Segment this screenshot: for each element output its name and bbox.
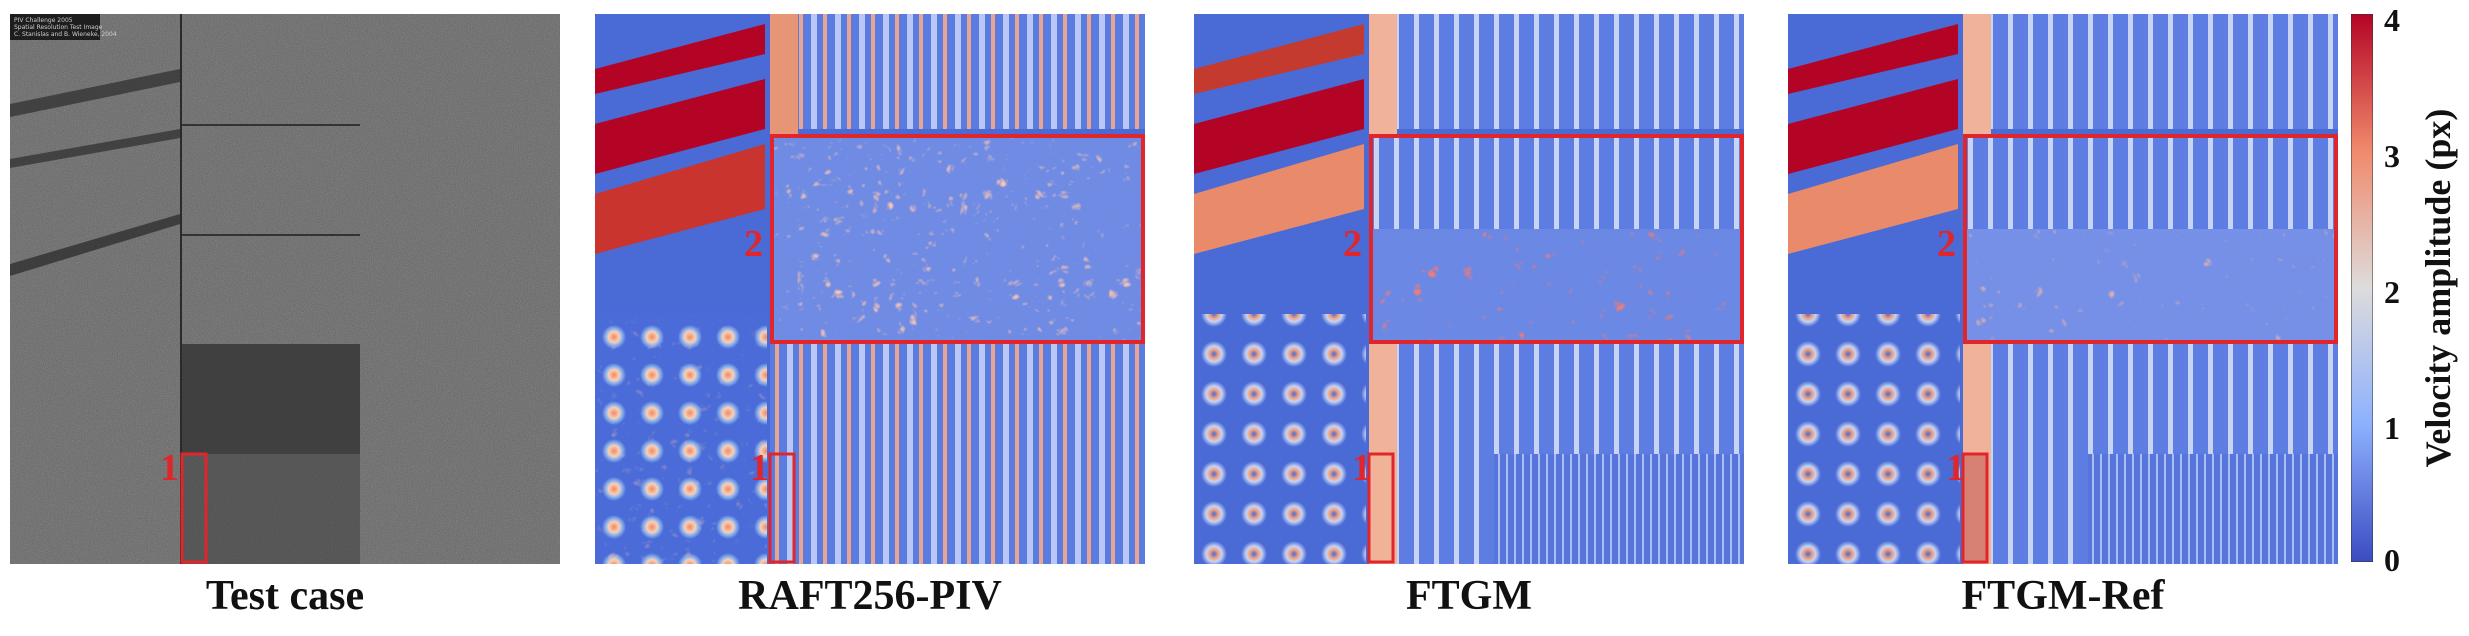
region-1-label: 1: [1352, 447, 1371, 489]
caption-raft256-piv: RAFT256-PIV: [738, 573, 1002, 619]
caption-ftgm-ref: FTGM-Ref: [1961, 573, 2165, 619]
caption-ftgm: FTGM: [1406, 573, 1532, 619]
region-1-label: 1: [160, 447, 179, 489]
test-image-note-1: PIV Challenge 2005: [14, 17, 73, 24]
ftgm-image: [1194, 14, 1744, 564]
colorbar-tick-2: 2: [2384, 274, 2400, 310]
region-1-box: [1367, 452, 1395, 564]
ftgm-ref-image: [1788, 14, 2338, 564]
colorbar-tick-1: 1: [2384, 410, 2400, 446]
colorbar-tick-4: 4: [2384, 2, 2400, 38]
region-1-box: [180, 452, 208, 564]
test-image-note-3: C. Stanislas and B. Wieneke, 2004: [14, 31, 117, 38]
region-2-box: [1963, 134, 2338, 344]
caption-test-case: Test case: [205, 573, 365, 619]
region-2-label: 2: [744, 223, 763, 265]
raft256-piv-image: [595, 14, 1145, 564]
colorbar: [2350, 13, 2374, 563]
test-image-note-2: Spatial Resolution Test Image: [14, 24, 103, 31]
region-1-box: [768, 452, 796, 564]
colorbar-tick-3: 3: [2384, 138, 2400, 174]
region-2-label: 2: [1343, 223, 1362, 265]
test-case-image: PIV Challenge 2005 Spatial Resolution Te…: [10, 14, 560, 564]
colorbar-title: Velocity amplitude (px): [2418, 108, 2458, 468]
region-2-box: [770, 134, 1145, 344]
region-1-label: 1: [750, 447, 769, 489]
region-1-box: [1961, 452, 1989, 564]
region-1-label: 1: [1946, 447, 1965, 489]
region-2-box: [1369, 134, 1744, 344]
region-2-label: 2: [1937, 223, 1956, 265]
colorbar-tick-0: 0: [2384, 542, 2400, 578]
